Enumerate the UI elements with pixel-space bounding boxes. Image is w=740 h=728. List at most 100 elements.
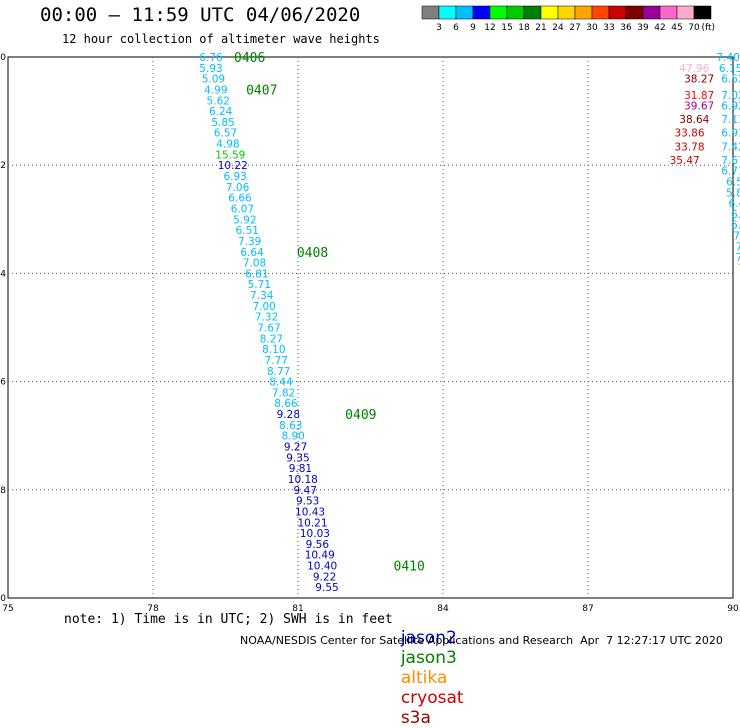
swh-point-edge: 6.71 — [721, 166, 740, 178]
legend-swatch — [659, 5, 678, 20]
swh-point: 5.92 — [233, 214, 256, 226]
swh-point-edge: 7.85 — [738, 263, 740, 275]
swh-point: 5.71 — [248, 279, 271, 291]
x-tick-label: 90 — [727, 604, 739, 614]
legend-swatch — [574, 5, 593, 20]
y-tick-label: -4 — [0, 269, 6, 279]
legend-label: 18 — [518, 23, 530, 33]
swh-point: 10.49 — [305, 550, 335, 562]
swh-point: 8.27 — [260, 333, 283, 345]
swh-point: 7.06 — [226, 182, 250, 194]
legend-label: 24 — [552, 23, 564, 33]
chart-title: 00:00 – 11:59 UTC 04/06/2020 — [40, 4, 361, 26]
swh-point-edge: 7.67 — [721, 155, 740, 167]
legend-label: 45 — [671, 23, 682, 33]
legend-swatch — [506, 5, 525, 20]
swh-point: 6.66 — [228, 193, 252, 205]
swh-point: 10.40 — [307, 561, 337, 573]
legend-label: 3 — [436, 23, 442, 33]
swh-point-edge: 6.46 — [729, 198, 740, 210]
swh-point: 10.03 — [300, 528, 330, 540]
legend-swatch — [591, 5, 610, 20]
y-tick-label: -6 — [0, 378, 6, 388]
swh-point: 6.57 — [214, 128, 237, 140]
swh-point: 8.44 — [269, 377, 293, 389]
swh-point: 7.34 — [250, 290, 274, 302]
swh-point-edge: 6.15 — [719, 63, 740, 75]
swh-point: 9.81 — [289, 463, 312, 475]
swh-point: 6.81 — [245, 268, 268, 280]
swh-point: 7.00 — [252, 301, 275, 313]
swh-point: 5.85 — [211, 117, 234, 129]
sat-jason3: jason3 — [400, 648, 457, 668]
chart-subtitle: 12 hour collection of altimeter wave hei… — [62, 32, 380, 46]
legend-label: 6 — [453, 23, 459, 33]
footer-note: note: 1) Time is in UTC; 2) SWH is in fe… — [64, 612, 393, 627]
plot-frame — [7, 56, 734, 599]
legend-label: 42 — [654, 23, 665, 33]
swh-point: 10.43 — [295, 506, 325, 518]
date-label: 0408 — [297, 246, 328, 261]
legend-label: 30 — [586, 23, 598, 33]
swh-point: 7.08 — [243, 258, 266, 270]
date-label: 0407 — [246, 83, 277, 98]
swh-point: 10.22 — [218, 160, 248, 172]
sat-altika: altika — [400, 668, 448, 688]
swh-point: 9.28 — [277, 409, 300, 421]
swh-point: 9.55 — [315, 582, 338, 594]
swh-point: 6.64 — [240, 247, 264, 259]
y-tick-label: -2 — [0, 161, 6, 171]
y-tick-label: -10 — [0, 594, 6, 604]
swh-point-edge: 7.32 — [736, 252, 740, 264]
legend-label: 21 — [535, 23, 546, 33]
swh-point: 9.56 — [306, 539, 330, 551]
swh-point: 4.99 — [204, 84, 227, 96]
legend-swatch — [540, 5, 559, 20]
swh-point-edge: 7.02 — [721, 90, 740, 102]
legend-label: 39 — [637, 23, 649, 33]
legend-swatch — [557, 5, 576, 20]
swh-point: 5.09 — [202, 74, 225, 86]
swh-point-edge: 33.86 — [674, 128, 704, 140]
legend-label: 33 — [603, 23, 614, 33]
legend-swatch — [523, 5, 542, 20]
swh-point: 9.35 — [286, 452, 309, 464]
swh-point: 6.51 — [236, 225, 259, 237]
swh-point: 8.77 — [267, 366, 290, 378]
legend-label: 9 — [470, 23, 476, 33]
x-tick-label: 81 — [292, 604, 303, 614]
swh-point-edge: 33.78 — [674, 141, 704, 153]
swh-point: 6.07 — [231, 203, 254, 215]
swh-point-edge: 7.40 — [716, 52, 739, 64]
swh-point-edge: 31.87 — [684, 90, 714, 102]
swh-point: 8.10 — [262, 344, 285, 356]
legend-swatch — [625, 5, 644, 20]
swh-point: 7.32 — [255, 312, 278, 324]
swh-point: 6.93 — [223, 171, 246, 183]
legend-swatch — [438, 5, 457, 20]
x-tick-label: 78 — [147, 604, 159, 614]
satellite-legend: jason2 jason3 altika cryosat s3a — [390, 608, 476, 728]
swh-point: 5.93 — [199, 63, 222, 75]
swh-point-edge: 6.55 — [726, 176, 740, 188]
legend-swatch — [489, 5, 508, 20]
swh-point: 9.27 — [284, 442, 307, 454]
swh-point: 4.98 — [216, 139, 239, 151]
swh-point: 15.59 — [215, 149, 245, 161]
x-tick-label: 75 — [2, 604, 13, 614]
swh-point: 10.21 — [297, 517, 327, 529]
swh-point-edge: 6.91 — [721, 128, 740, 140]
legend-swatch — [455, 5, 474, 20]
legend-label: 70 — [688, 23, 700, 33]
swh-point-edge: 39.67 — [684, 101, 714, 113]
swh-point: 9.47 — [294, 485, 317, 497]
swh-point-edge: 6.52 — [721, 74, 740, 86]
swh-point-edge: 7.30 — [733, 231, 740, 243]
date-label: 0410 — [394, 560, 425, 575]
swh-point-edge: 6.92 — [721, 101, 740, 113]
legend-label: 36 — [620, 23, 632, 33]
swh-point: 7.82 — [272, 387, 295, 399]
x-tick-label: 87 — [582, 604, 593, 614]
swh-point: 8.66 — [274, 398, 298, 410]
swh-point: 9.53 — [296, 496, 319, 508]
